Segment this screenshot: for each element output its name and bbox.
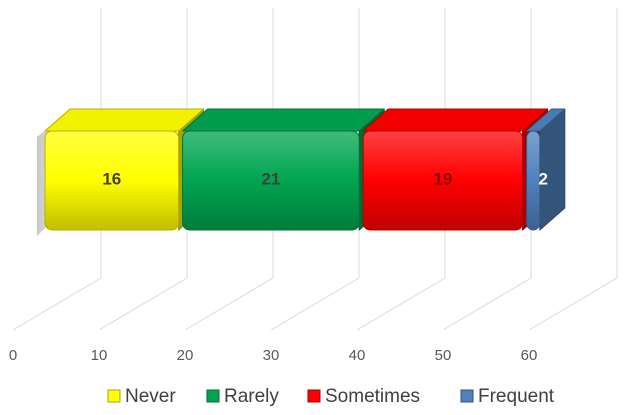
bar-segment-sometimes: 19 [362,108,549,231]
legend-label: Never [125,386,176,407]
legend-swatch [107,389,121,403]
legend-item-frequent: Frequent [460,386,555,407]
legend: Never Rarely Sometimes Frequent [107,386,555,407]
legend-label: Frequent [478,386,555,407]
gridline [98,8,188,331]
gridline [528,8,618,331]
legend-swatch [460,389,474,403]
bar-front [44,130,180,231]
x-tick-label: 40 [349,347,366,364]
legend-label: Sometimes [325,386,420,407]
legend-item-never: Never [107,386,176,407]
bar-top [362,108,549,132]
bar-front [362,130,524,231]
gridline [270,8,360,331]
bars: 16 21 19 2 [37,108,566,236]
bar-segment-never: 16 [44,108,205,231]
x-axis-ticks: 0 10 20 30 40 50 60 [9,347,538,364]
legend-label: Rarely [224,386,279,407]
bar-top [182,108,385,132]
x-tick-label: 30 [263,347,280,364]
gridline [356,8,446,331]
bar-front [526,130,541,231]
legend-swatch [206,389,220,403]
bar-value-label: 21 [261,170,280,189]
legend-item-rarely: Rarely [206,386,279,407]
bar-value-label: 19 [433,170,452,189]
legend-item-sometimes: Sometimes [307,386,420,407]
x-tick-label: 60 [521,347,538,364]
x-tick-label: 20 [177,347,194,364]
x-tick-label: 10 [91,347,108,364]
bar-front [182,130,360,231]
gridline [442,8,532,331]
x-tick-label: 50 [435,347,452,364]
gridlines [12,8,618,331]
bar-value-label: 2 [538,170,547,189]
gridline [184,8,274,331]
gridline [12,8,102,331]
x-tick-label: 0 [9,347,17,364]
bar-segment-rarely: 21 [182,108,385,231]
bar-top [44,108,205,132]
bar-segment-frequent: 2 [526,108,566,231]
bar-value-label: 16 [102,170,121,189]
legend-swatch [307,389,321,403]
